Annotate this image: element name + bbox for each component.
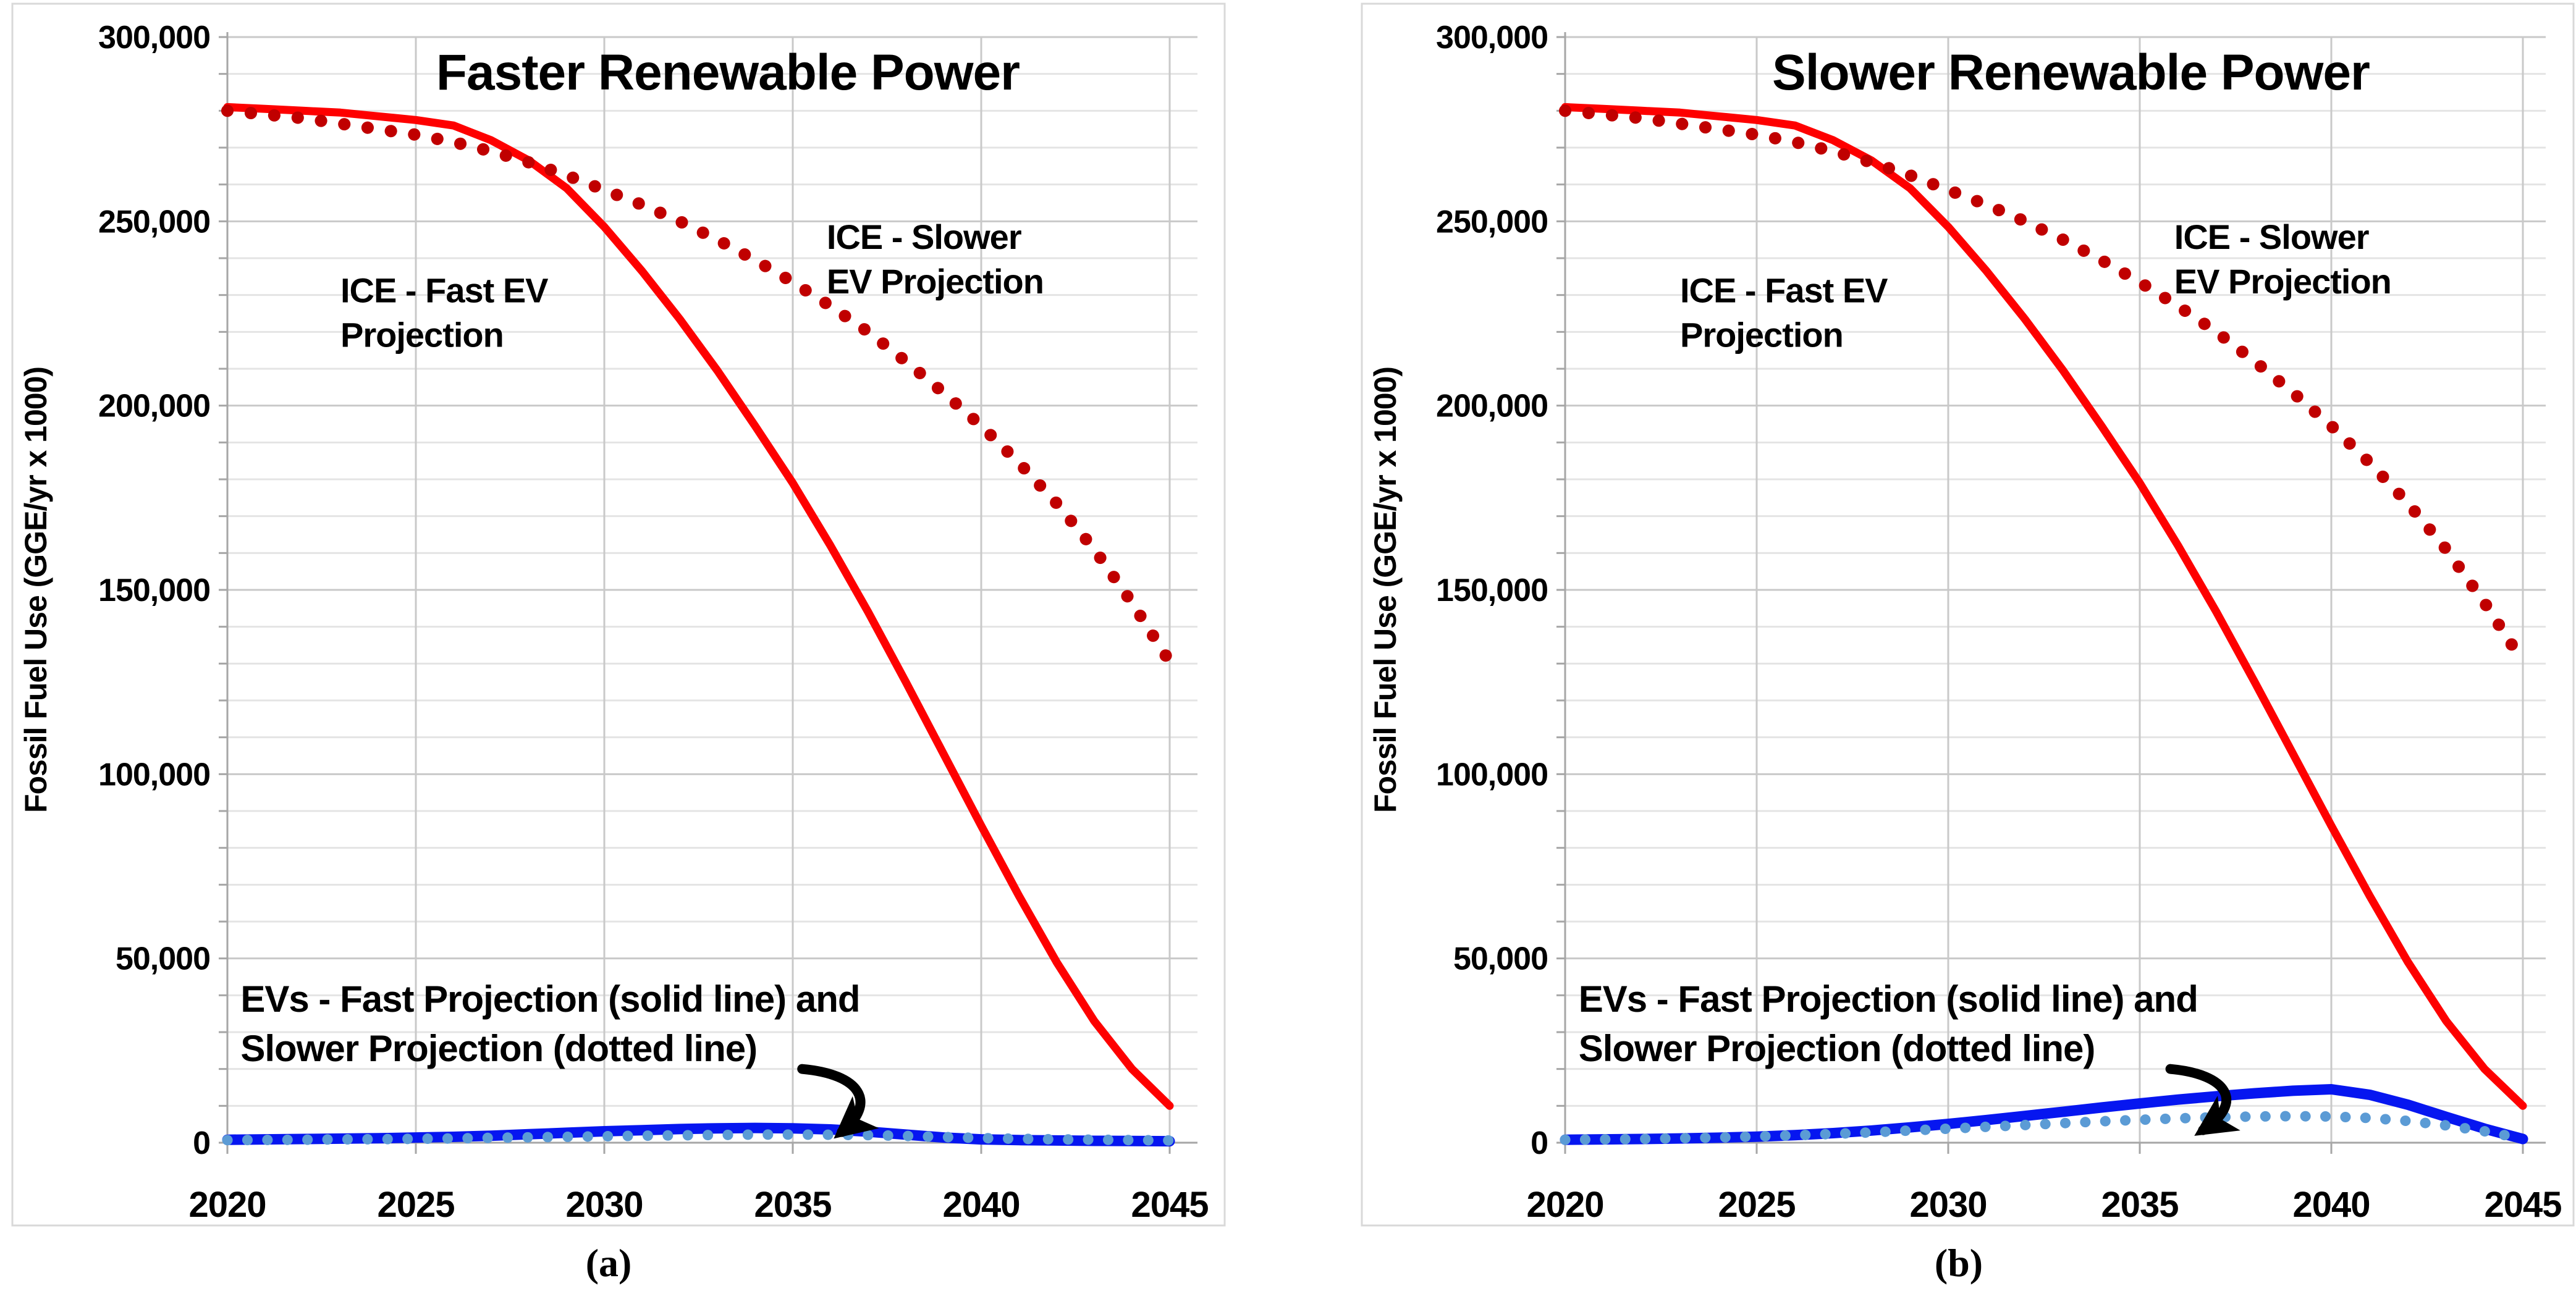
y-tick-label: 50,000 [1453, 941, 1548, 977]
y-tick-label: 250,000 [1436, 204, 1548, 240]
x-tick-label: 2025 [377, 1185, 454, 1225]
y-tick-label: 150,000 [1436, 573, 1548, 608]
y-tick-label: 300,000 [98, 20, 210, 56]
y-tick-label: 0 [193, 1125, 210, 1161]
annotation-ice-fast: Projection [1680, 316, 1843, 355]
series-line-ice_fast [223, 103, 1174, 1110]
x-tick-label: 2030 [565, 1185, 643, 1225]
x-tick-label: 2025 [1718, 1185, 1795, 1225]
annotation-evs: Slower Projection (dotted line) [240, 1028, 757, 1069]
pointer-arrow-icon [2165, 1064, 2240, 1136]
x-tick-label: 2040 [942, 1185, 1020, 1225]
y-axis-title: Fossil Fuel Use (GGE/yr x 1000) [1368, 367, 1403, 813]
annotation-ice-slower: ICE - Slower [827, 217, 1021, 256]
annotation-ice-fast: ICE - Fast EV [1680, 271, 1888, 310]
y-tick-label: 300,000 [1436, 20, 1548, 56]
y-tick-label: 50,000 [116, 941, 210, 977]
y-tick-label: 100,000 [98, 757, 210, 792]
series-line-ev_slower [1560, 1111, 2528, 1145]
annotation-ice-fast: Projection [340, 316, 504, 355]
annotation-ice-fast: ICE - Fast EV [340, 271, 548, 310]
y-tick-label: 100,000 [1436, 757, 1548, 792]
annotation-evs: EVs - Fast Projection (solid line) and [240, 978, 859, 1020]
y-tick-label: 200,000 [1436, 389, 1548, 424]
series-line-ev_slower [222, 1129, 1175, 1146]
caption-b: (b) [1934, 1241, 1983, 1285]
chart-panel [11, 2, 1226, 1227]
y-tick-label: 150,000 [98, 573, 210, 608]
annotation-ice-slower: ICE - Slower [2174, 217, 2369, 256]
series-line-ice_slower [1559, 104, 2529, 668]
x-tick-label: 2030 [1909, 1185, 1987, 1225]
series-line-ice_fast [1561, 103, 2527, 1110]
annotation-evs: Slower Projection (dotted line) [1579, 1028, 2095, 1069]
pointer-arrow-icon [797, 1064, 879, 1139]
annotation-evs: EVs - Fast Projection (solid line) and [1579, 978, 2198, 1020]
y-tick-label: 0 [1531, 1125, 1548, 1161]
chart-title: Faster Renewable Power [436, 44, 1020, 101]
x-tick-label: 2020 [1526, 1185, 1603, 1225]
annotation-ice-slower: EV Projection [2174, 262, 2391, 301]
x-tick-label: 2035 [754, 1185, 831, 1225]
x-tick-label: 2035 [2101, 1185, 2178, 1225]
series-line-ice_slower [221, 104, 1176, 668]
x-tick-label: 2045 [2484, 1185, 2561, 1225]
y-tick-label: 200,000 [98, 389, 210, 424]
x-tick-label: 2045 [1131, 1185, 1208, 1225]
y-tick-label: 250,000 [98, 204, 210, 240]
annotation-ice-slower: EV Projection [827, 262, 1044, 301]
chart-title: Slower Renewable Power [1772, 44, 2370, 101]
chart-panel [1361, 2, 2575, 1227]
x-tick-label: 2040 [2292, 1185, 2370, 1225]
x-tick-label: 2020 [188, 1185, 266, 1225]
caption-a: (a) [585, 1241, 632, 1285]
y-axis-title: Fossil Fuel Use (GGE/yr x 1000) [19, 367, 53, 813]
